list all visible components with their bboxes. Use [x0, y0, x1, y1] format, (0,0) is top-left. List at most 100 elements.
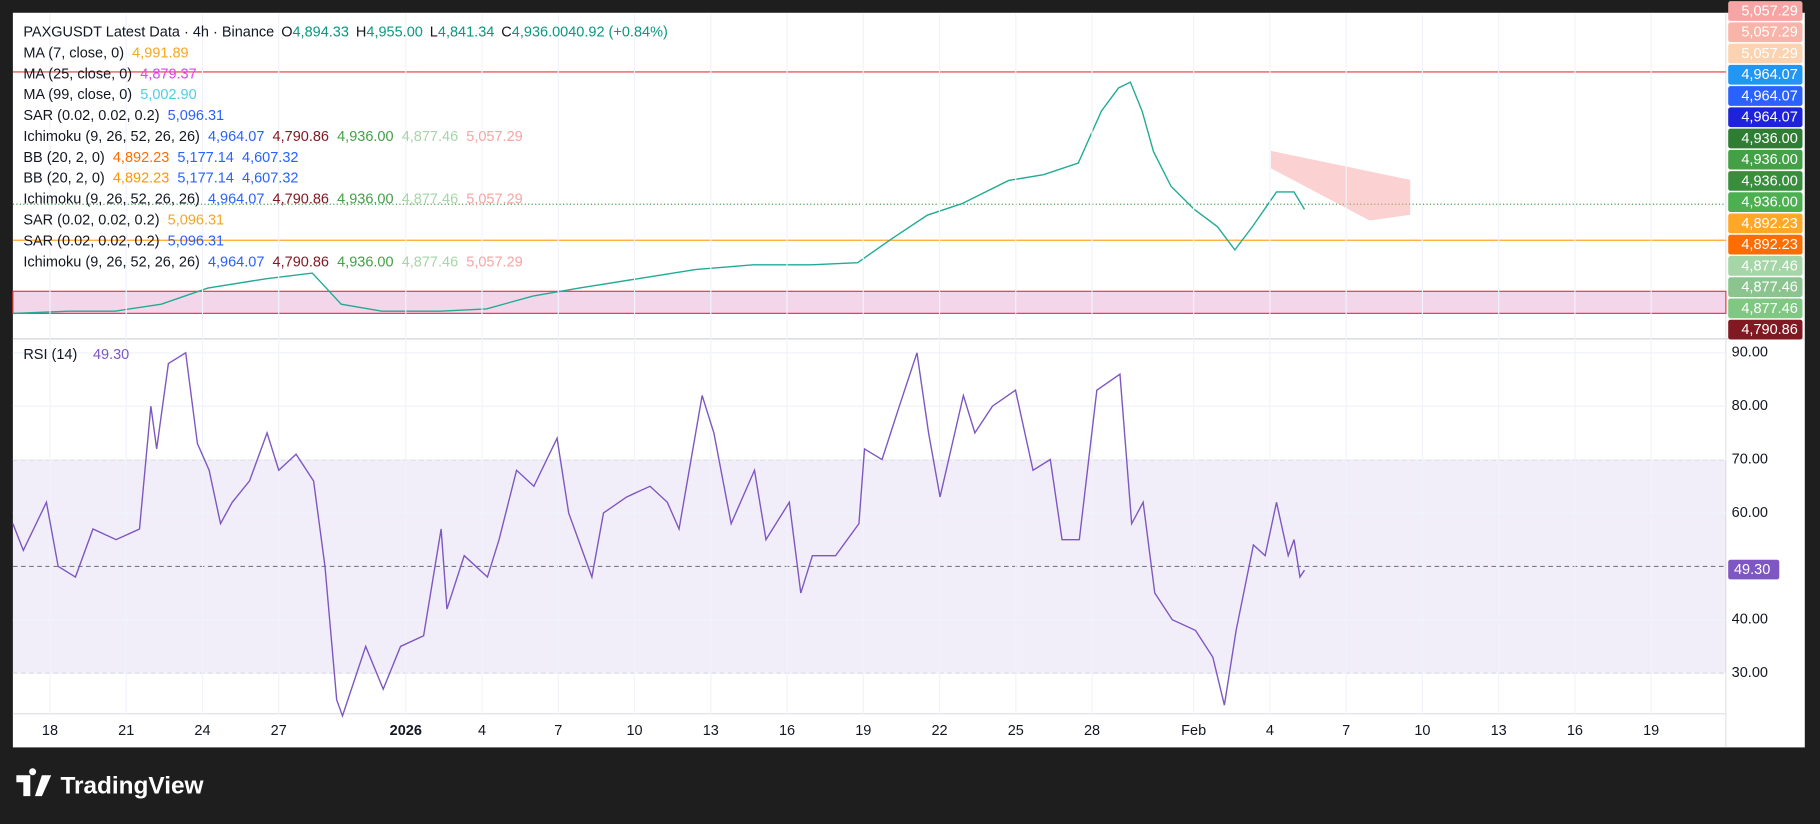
x-tick-label: 4 [478, 723, 486, 739]
price-tag [1728, 234, 1803, 255]
legend-row: BB (20, 2, 0) 4,892.23 5,177.14 4,607.32 [23, 171, 298, 187]
legend-value: 4,879.37 [140, 66, 196, 82]
header-symbol: PAXGUSDT Latest Data · 4h · Binance [23, 24, 274, 40]
price-tag [1728, 64, 1803, 85]
y-tick-label: 60.00 [1732, 505, 1768, 521]
x-tick-label: 10 [626, 723, 642, 739]
legend-value: 5,057.29 [466, 254, 522, 270]
x-tick-label: 19 [1643, 723, 1659, 739]
price-tag-label: 4,964.07 [1741, 88, 1797, 104]
header-l-label: L [430, 24, 438, 40]
x-tick-label: 7 [1342, 723, 1350, 739]
x-tick-label: 28 [1084, 723, 1100, 739]
legend-value: 4,964.07 [208, 191, 264, 207]
x-tick-label: 21 [118, 723, 134, 739]
legend-value: 5,057.29 [466, 129, 522, 145]
price-tag [1728, 298, 1803, 319]
price-tag-label: 4,964.07 [1741, 67, 1797, 83]
logo-icon [16, 768, 52, 797]
legend-row: Ichimoku (9, 26, 52, 26, 26) 4,964.07 4,79… [23, 129, 522, 145]
price-tag [1728, 1, 1803, 21]
legend-value: 4,936.00 [337, 254, 393, 270]
y-tick-label: 80.00 [1732, 398, 1768, 414]
x-tick-label: Feb [1181, 723, 1206, 739]
legend-label: BB (20, 2, 0) [23, 150, 104, 166]
legend-label: MA (25, close, 0) [23, 66, 132, 82]
price-tag [1728, 149, 1803, 170]
legend-value: 5,096.31 [168, 212, 224, 228]
legend-label: SAR (0.02, 0.02, 0.2) [23, 108, 159, 124]
y-tick-label: 40.00 [1732, 612, 1768, 628]
price-tag [1728, 128, 1803, 149]
header-o: 4,894.33 [292, 24, 348, 40]
price-tag [1728, 22, 1803, 43]
legend-row: SAR (0.02, 0.02, 0.2) 5,096.31 [23, 233, 224, 249]
legend-value: 4,790.86 [273, 129, 329, 145]
rsi-value: 49.30 [93, 347, 129, 363]
price-tag-label: 4,936.00 [1741, 195, 1797, 211]
price-tag-label: 4,877.46 [1741, 258, 1797, 274]
legend-label: SAR (0.02, 0.02, 0.2) [23, 233, 159, 249]
legend-value: 4,790.86 [273, 254, 329, 270]
x-tick-label: 22 [931, 723, 947, 739]
legend-value: 5,096.31 [168, 108, 224, 124]
legend-value: 4,607.32 [242, 171, 298, 187]
legend-value: 5,177.14 [177, 150, 233, 166]
chart-area [12, 12, 1805, 748]
y-tick-label: 90.00 [1732, 345, 1768, 361]
legend-label: SAR (0.02, 0.02, 0.2) [23, 212, 159, 228]
header-h: 4,955.00 [366, 24, 422, 40]
logo: TradingView [16, 768, 204, 799]
x-tick-label: 16 [779, 723, 795, 739]
legend-label: MA (99, close, 0) [23, 87, 132, 103]
legend-row: Ichimoku (9, 26, 52, 26, 26) 4,964.07 4,79… [23, 191, 522, 207]
price-tag-label: 4,892.23 [1741, 237, 1797, 253]
legend-value: 4,877.46 [402, 191, 458, 207]
y-tick-label: 30.00 [1732, 665, 1768, 681]
price-tag-label: 4,877.46 [1741, 280, 1797, 296]
cloud [1270, 150, 1411, 221]
header-h-label: H [356, 24, 366, 40]
y-tick-label: 70.00 [1732, 451, 1768, 467]
legend-value: 4,877.46 [402, 129, 458, 145]
legend-value: 4,936.00 [337, 191, 393, 207]
price-tag-label: 4,877.46 [1741, 301, 1797, 317]
x-tick-label: 13 [1491, 723, 1507, 739]
legend-row: Ichimoku (9, 26, 52, 26, 26) 4,964.07 4,79… [23, 254, 522, 270]
price-tag-label: 5,057.29 [1741, 25, 1797, 41]
legend-label: Ichimoku (9, 26, 52, 26, 26) [23, 191, 200, 207]
price-tag [1728, 277, 1803, 297]
legend-row: SAR (0.02, 0.02, 0.2) 5,096.31 [23, 108, 224, 124]
legend-value: 4,991.89 [132, 45, 188, 61]
x-tick-label: 25 [1008, 723, 1024, 739]
header-l: 4,841.34 [438, 24, 494, 40]
legend-value: 4,790.86 [273, 191, 329, 207]
legend-value: 5,057.29 [466, 191, 522, 207]
legend-value: 4,892.23 [113, 150, 169, 166]
header-o-label: O [281, 24, 292, 40]
legend-value: 4,877.46 [402, 254, 458, 270]
header-c: 4,936.00 [512, 24, 568, 40]
price-tag [1728, 86, 1803, 106]
legend-label: BB (20, 2, 0) [23, 171, 104, 187]
legend-value: 5,177.14 [177, 171, 233, 187]
legend-row: MA (25, close, 0) 4,879.37 [23, 66, 196, 82]
legend-label: Ichimoku (9, 26, 52, 26, 26) [23, 129, 200, 145]
brand: TradingView [60, 772, 203, 799]
x-tick-label: 13 [703, 723, 719, 739]
legend-row: BB (20, 2, 0) 4,892.23 5,177.14 4,607.32 [23, 150, 298, 166]
legend-row: MA (99, close, 0) 5,002.90 [23, 87, 196, 103]
price-tag-label: 4,790.86 [1741, 322, 1797, 338]
x-tick-label: 18 [42, 723, 58, 739]
price-tag [1728, 171, 1803, 191]
legend-label: MA (7, close, 0) [23, 45, 124, 61]
price-tag [1728, 213, 1803, 234]
price-tag-label: 4,964.07 [1741, 110, 1797, 126]
series-line [12, 351, 1306, 718]
legend-row: SAR (0.02, 0.02, 0.2) 5,096.31 [23, 212, 224, 228]
header: PAXGUSDT Latest Data · 4h · Binance O4,89… [23, 24, 667, 40]
price-tag-label: 4,936.00 [1741, 131, 1797, 147]
x-tick-label: 2026 [390, 723, 422, 739]
